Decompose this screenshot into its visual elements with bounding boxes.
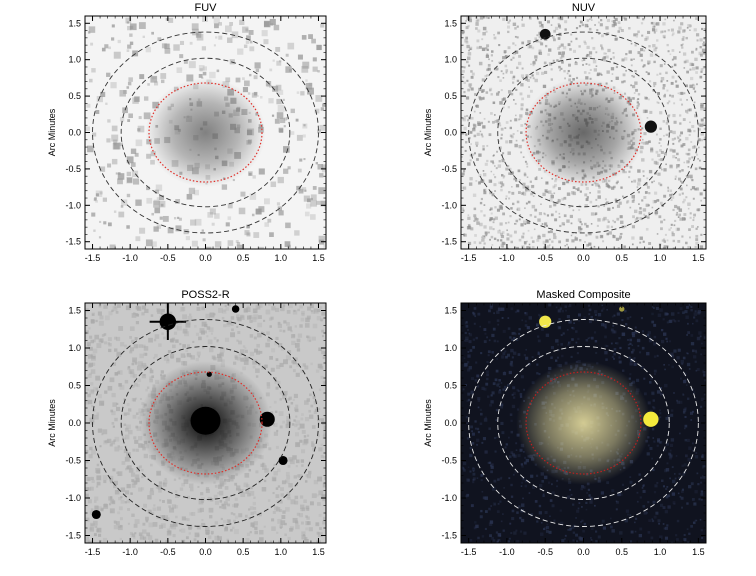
inner-aperture-ellipse [525,371,642,475]
panel-title: Masked Composite [536,289,630,301]
point-source [231,305,240,313]
point-source [644,120,657,133]
point-source [91,509,101,520]
y-tick-label: -1.5 [441,531,457,541]
panel-title: FUV [195,2,218,14]
panel-nuv: -1.5 -1.5 -1.0 -1.0 -0.5 -0.5 0.0 0.0 0.5 0.5 1.0 1… [423,2,707,263]
point-source [539,28,551,40]
panel-title: POSS2-R [181,289,229,301]
y-tick-label: -1.5 [65,237,81,247]
x-tick-label: 1.5 [312,253,325,263]
y-tick-label: 1.0 [68,55,81,65]
sky-image [461,16,706,249]
y-tick-label: 0.5 [68,381,81,391]
y-tick-label: -1.5 [65,531,81,541]
galaxy-core [190,406,221,435]
middle-aperture-ellipse [120,346,291,500]
x-tick-label: 0.5 [237,253,250,263]
y-tick-label: -0.5 [441,164,457,174]
y-axis-label: Arc Minutes [47,399,57,447]
x-tick-label: -1.0 [499,253,515,263]
sky-image [85,303,326,543]
x-tick-label: -1.5 [461,253,477,263]
x-tick-label: 1.0 [275,547,288,557]
y-tick-label: 0.0 [68,128,81,138]
x-tick-label: 0.0 [577,547,590,557]
point-source [539,315,552,328]
x-tick-label: -1.0 [122,547,138,557]
x-tick-label: 0.0 [577,253,590,263]
point-source [206,371,212,377]
inner-aperture-ellipse [525,82,642,183]
x-tick-label: -1.0 [122,253,138,263]
y-tick-label: -0.5 [65,456,81,466]
middle-aperture-ellipse [120,57,291,208]
y-tick-label: 0.0 [68,418,81,428]
x-tick-label: 1.5 [312,547,325,557]
y-tick-label: 0.5 [444,91,457,101]
y-tick-label: 1.0 [444,343,457,353]
outer-aperture-ellipse [468,319,699,527]
middle-aperture-ellipse [497,346,670,500]
galaxy [516,361,651,485]
y-tick-label: -0.5 [65,164,81,174]
outer-aperture-ellipse [92,31,319,234]
y-tick-label: 1.5 [444,306,457,316]
x-tick-label: -0.5 [160,253,176,263]
x-tick-label: 0.5 [616,253,629,263]
point-source [259,411,275,427]
x-tick-label: 1.0 [654,547,667,557]
sky-image [461,303,706,543]
outer-aperture-ellipse [468,31,699,234]
panel-poss2-r: -1.5 -1.5 -1.0 -1.0 -0.5 -0.5 0.0 0.0 0.5 0.5 1.0 1… [47,289,327,557]
y-tick-label: -1.0 [65,200,81,210]
y-tick-label: 0.5 [444,381,457,391]
y-tick-label: 1.0 [68,343,81,353]
galaxy [522,77,645,188]
x-tick-label: 1.0 [275,253,288,263]
y-tick-label: 0.5 [68,91,81,101]
x-tick-label: 0.0 [199,547,212,557]
y-tick-label: -1.0 [65,493,81,503]
x-tick-label: 0.5 [237,547,250,557]
x-tick-label: 1.5 [692,547,705,557]
panel-fuv: -1.5 -1.5 -1.0 -1.0 -0.5 -0.5 0.0 0.0 0.5 0.5 1.0 1… [47,2,327,263]
y-axis-label: Arc Minutes [47,108,57,156]
panel-masked-composite: -1.5 -1.5 -1.0 -1.0 -0.5 -0.5 0.0 0.0 0.5 0.5 1.0 1… [423,289,707,557]
x-tick-label: -1.5 [461,547,477,557]
x-tick-label: -0.5 [537,253,553,263]
outer-aperture-ellipse [92,319,319,527]
panel-title: NUV [572,2,596,14]
x-tick-label: 0.0 [199,253,212,263]
x-tick-label: -1.5 [85,547,101,557]
sky-image [85,16,326,249]
point-source [278,455,288,466]
y-tick-label: -1.5 [441,237,457,247]
galaxy [145,77,266,188]
y-tick-label: 0.0 [444,418,457,428]
point-source [643,411,659,427]
x-tick-label: -1.5 [85,253,101,263]
y-tick-label: 1.5 [68,306,81,316]
y-tick-label: -0.5 [441,456,457,466]
middle-aperture-ellipse [497,57,670,208]
y-axis-label: Arc Minutes [423,108,433,156]
y-tick-label: 1.5 [444,18,457,28]
x-tick-label: 1.5 [692,253,705,263]
y-tick-label: -1.0 [441,200,457,210]
x-tick-label: 1.0 [654,253,667,263]
x-tick-label: -0.5 [160,547,176,557]
y-axis-label: Arc Minutes [423,399,433,447]
point-source [619,306,625,312]
y-tick-label: 0.0 [444,128,457,138]
y-tick-label: -1.0 [441,493,457,503]
x-tick-label: -1.0 [499,547,515,557]
y-tick-label: 1.0 [444,55,457,65]
inner-aperture-ellipse [148,371,263,475]
y-tick-label: 1.5 [68,18,81,28]
inner-aperture-ellipse [148,82,263,183]
x-tick-label: -0.5 [537,547,553,557]
x-tick-label: 0.5 [616,547,629,557]
